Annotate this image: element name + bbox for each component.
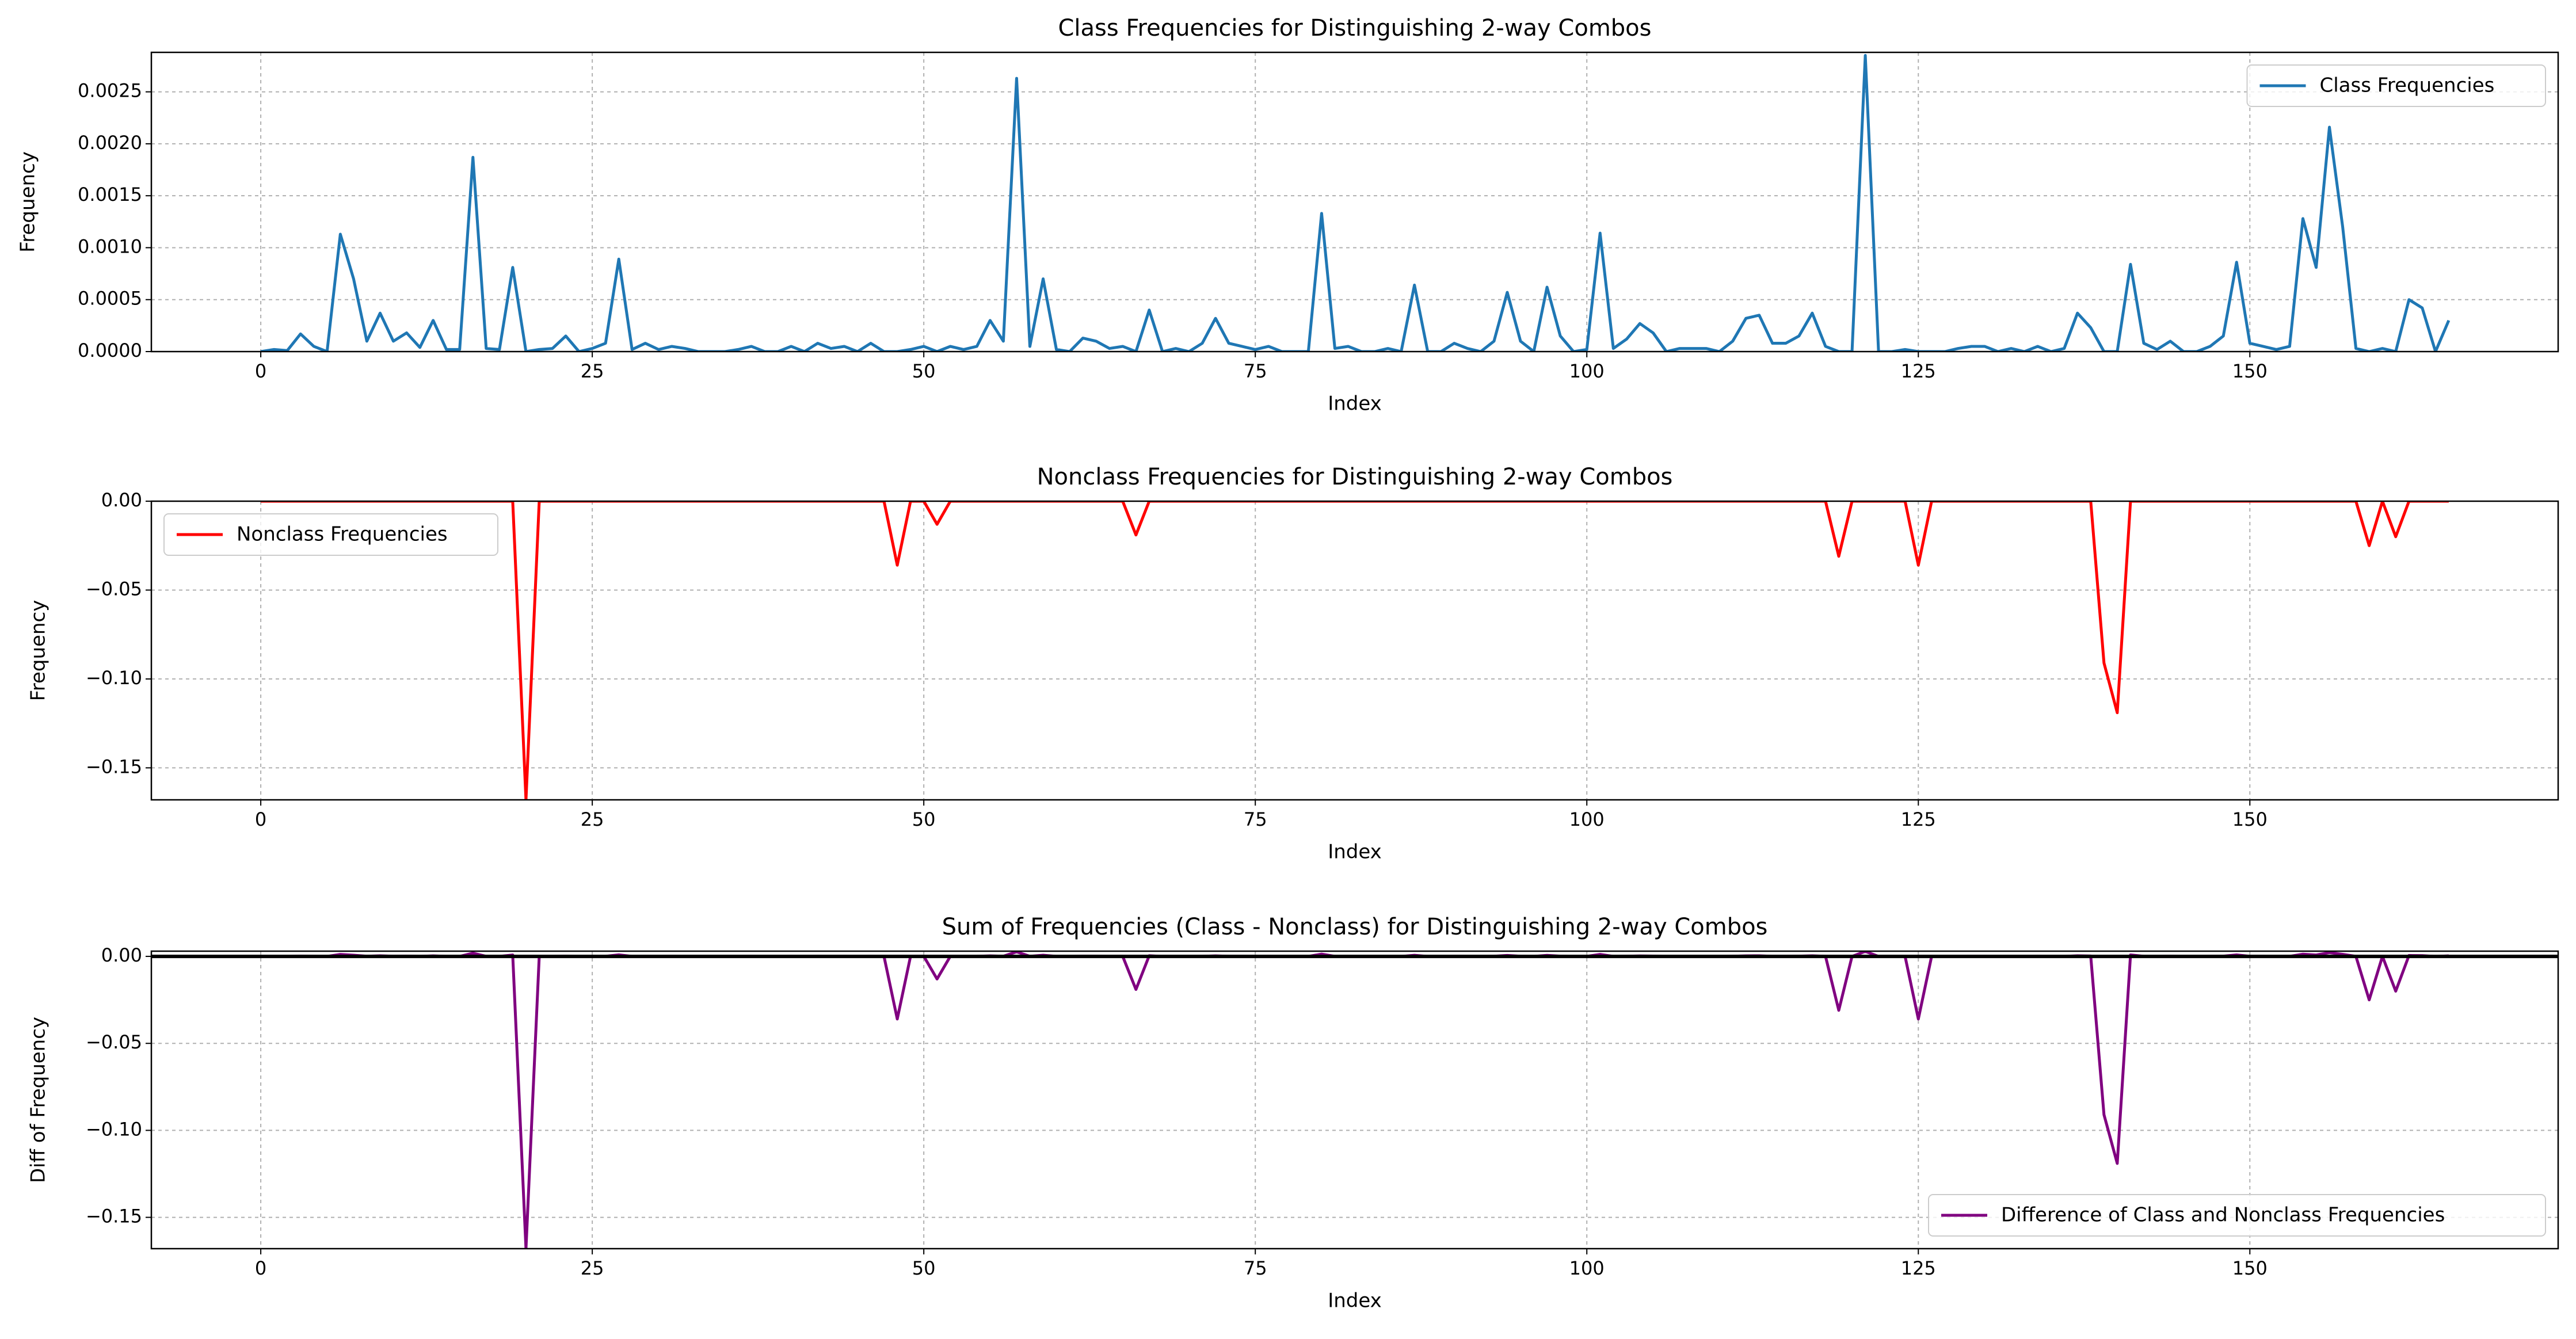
y-tick-label: 0.0010: [78, 235, 142, 257]
x-axis-label: Index: [1328, 841, 1382, 864]
y-tick-label: 0.0000: [78, 339, 142, 361]
y-tick-label: −0.15: [86, 1206, 142, 1227]
y-tick-label: 0.00: [101, 944, 142, 966]
y-tick-label: 0.0015: [78, 184, 142, 205]
legend: Class Frequencies: [2246, 64, 2546, 107]
x-tick-label: 25: [581, 808, 604, 830]
x-tick-label: 125: [1901, 808, 1936, 830]
axes-frame: [150, 500, 2559, 801]
x-tick-label: 125: [1901, 1257, 1936, 1279]
x-axis-label: Index: [1328, 392, 1382, 415]
x-tick-label: 0: [255, 360, 266, 382]
y-axis-label: Frequency: [27, 600, 50, 701]
x-tick-label: 75: [1244, 1257, 1267, 1279]
y-tick-label: 0.0005: [78, 288, 142, 310]
x-tick-label: 75: [1244, 808, 1267, 830]
legend-box: [2246, 64, 2546, 107]
x-tick-label: 100: [1569, 808, 1605, 830]
chart-title: Sum of Frequencies (Class - Nonclass) fo…: [942, 914, 1768, 940]
x-tick-label: 150: [2232, 360, 2268, 382]
panel: 0 25 50 75 100 125 150 −0.15 −0.10 −0.05 0.00 Sum o…: [27, 914, 2559, 1313]
x-tick-label: 150: [2232, 808, 2268, 830]
x-tick-label: 150: [2232, 1257, 2268, 1279]
axes-frame: [150, 51, 2559, 353]
y-axis-label: Frequency: [17, 151, 40, 253]
data-line: [260, 54, 2451, 352]
x-tick-label: 75: [1244, 360, 1267, 382]
legend-label: Difference of Class and Nonclass Frequen…: [2001, 1204, 2445, 1227]
panel: 0 25 50 75 100 125 150 0.0000 0.0005 0.0010 0.0015…: [17, 15, 2559, 415]
chart-title: Nonclass Frequencies for Distinguishing …: [1037, 464, 1673, 490]
x-tick-label: 125: [1901, 360, 1936, 382]
x-axis-label: Index: [1328, 1290, 1382, 1313]
y-tick-label: 0.00: [101, 489, 142, 511]
y-tick-label: −0.05: [86, 1031, 142, 1053]
x-tick-label: 50: [912, 808, 936, 830]
panel: 0 25 50 75 100 125 150 −0.15 −0.10 −0.05 0.00 Noncl…: [27, 464, 2559, 864]
x-tick-label: 25: [581, 1257, 604, 1279]
x-tick-label: 50: [912, 1257, 936, 1279]
y-axis-label: Diff of Frequency: [27, 1017, 50, 1183]
x-tick-label: 100: [1569, 1257, 1605, 1279]
y-tick-label: 0.0025: [78, 80, 142, 102]
x-tick-label: 50: [912, 360, 936, 382]
x-tick-label: 0: [255, 1257, 266, 1279]
plot-area: [151, 52, 2558, 352]
x-tick-label: 100: [1569, 360, 1605, 382]
y-tick-label: −0.05: [86, 578, 142, 600]
axes-frame: [150, 950, 2559, 1250]
y-tick-label: 0.0020: [78, 132, 142, 154]
legend-label: Class Frequencies: [2320, 74, 2495, 97]
legend: Difference of Class and Nonclass Frequen…: [1928, 1194, 2546, 1237]
y-tick-label: −0.10: [86, 1118, 142, 1140]
x-tick-label: 0: [255, 808, 266, 830]
legend-box: [1928, 1194, 2546, 1237]
y-tick-label: −0.15: [86, 756, 142, 777]
plot-area: [151, 501, 2558, 800]
legend-box: [163, 513, 498, 556]
chart-title: Class Frequencies for Distinguishing 2-w…: [1058, 15, 1652, 41]
legend: Nonclass Frequencies: [163, 513, 498, 556]
legend-label: Nonclass Frequencies: [237, 523, 448, 546]
y-tick-label: −0.10: [86, 667, 142, 689]
x-tick-label: 25: [581, 360, 604, 382]
